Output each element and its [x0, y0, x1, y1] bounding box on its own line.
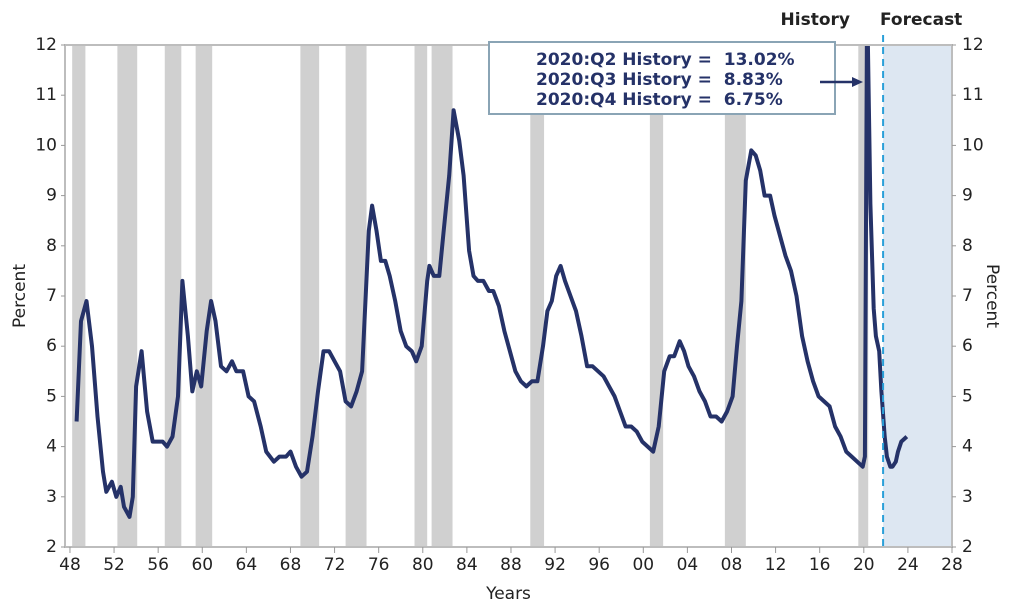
x-tick-label: 96 [588, 555, 610, 575]
y2-tick-label: 11 [962, 85, 984, 105]
y-tick-label: 6 [46, 336, 57, 356]
x-tick-label: 64 [236, 555, 258, 575]
x-tick-label: 00 [632, 555, 654, 575]
plot-area [72, 45, 952, 547]
y-tick-label: 12 [35, 35, 57, 55]
x-tick-label: 56 [147, 555, 169, 575]
y-tick-label: 7 [46, 286, 57, 306]
y2-tick-label: 6 [962, 336, 973, 356]
y-tick-label: 3 [46, 487, 57, 507]
forecast-region [883, 45, 952, 547]
annotation-text: 2020:Q2 History = 13.02% [536, 50, 795, 70]
y2-tick-label: 12 [962, 35, 984, 55]
x-tick-label: 60 [191, 555, 213, 575]
y-tick-label: 8 [46, 236, 57, 256]
recession-band [117, 45, 138, 547]
x-tick-label: 76 [368, 555, 390, 575]
x-tick-label: 08 [721, 555, 743, 575]
recession-band [345, 45, 367, 547]
y-tick-label: 5 [46, 386, 57, 406]
y2-tick-label: 5 [962, 386, 973, 406]
x-tick-label: 20 [853, 555, 875, 575]
annotation-arrowhead [852, 77, 863, 87]
y-tick-label: 10 [35, 135, 57, 155]
recession-band [431, 45, 453, 547]
y2-tick-label: 8 [962, 236, 973, 256]
recession-band [530, 45, 545, 547]
annotation-text: 2020:Q4 History = 6.75% [536, 90, 783, 110]
x-tick-label: 24 [897, 555, 919, 575]
x-tick-label: 68 [280, 555, 302, 575]
recession-band [195, 45, 213, 547]
y2-axis-label: Percent [982, 264, 1002, 328]
x-tick-label: 12 [765, 555, 787, 575]
y-tick-label: 2 [46, 537, 57, 557]
x-tick-label: 80 [412, 555, 434, 575]
forecast-label: Forecast [880, 10, 962, 30]
recession-band [300, 45, 320, 547]
x-axis-label: Years [485, 584, 531, 604]
annotation-text: 2020:Q3 History = 8.83% [536, 70, 783, 90]
y2-tick-label: 3 [962, 487, 973, 507]
y2-tick-label: 2 [962, 537, 973, 557]
x-tick-label: 48 [59, 555, 81, 575]
y-tick-label: 11 [35, 85, 57, 105]
annotation-box [488, 41, 836, 115]
x-tick-label: 28 [941, 555, 963, 575]
data-line [74, 45, 909, 519]
recession-band [414, 45, 428, 547]
x-tick-label: 92 [544, 555, 566, 575]
y2-tick-label: 10 [962, 135, 984, 155]
y2-tick-label: 9 [962, 186, 973, 206]
x-tick-label: 84 [456, 555, 478, 575]
y-tick-label: 9 [46, 186, 57, 206]
y-axis-label: Percent [10, 264, 30, 328]
x-tick-label: 04 [677, 555, 699, 575]
y2-tick-label: 7 [962, 286, 973, 306]
x-tick-label: 72 [324, 555, 346, 575]
y-tick-label: 4 [46, 437, 57, 457]
y2-tick-label: 4 [962, 437, 973, 457]
recession-band [164, 45, 182, 547]
recession-band [649, 45, 664, 547]
x-tick-label: 52 [103, 555, 125, 575]
x-tick-label: 88 [500, 555, 522, 575]
recession-band [858, 45, 869, 547]
x-tick-label: 16 [809, 555, 831, 575]
recession-band [724, 45, 746, 547]
recession-band [72, 45, 86, 547]
history-label: History [781, 10, 850, 30]
